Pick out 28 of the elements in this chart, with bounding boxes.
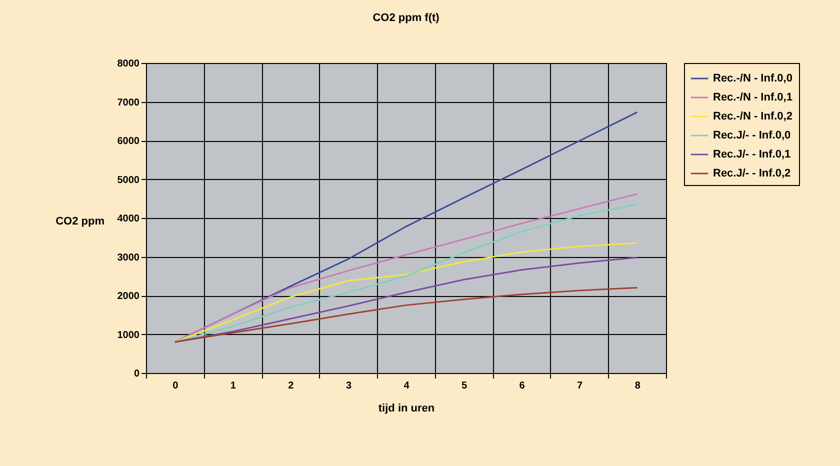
y-tick-label: 4000 [117, 214, 140, 224]
y-tick-label: 5000 [117, 174, 140, 186]
x-tick-label: 4 [404, 380, 410, 392]
y-tick-label: 6000 [117, 136, 140, 147]
x-tick-label: 2 [288, 380, 294, 392]
y-tick-label: 0 [134, 368, 140, 380]
x-tick-label: 1 [230, 380, 236, 392]
x-tick-label: 8 [634, 380, 641, 392]
legend-label: Rec.-/N - Inf.0,0 [713, 72, 792, 84]
legend-label: Rec.-/N - Inf.0,2 [713, 110, 792, 122]
line-series [174, 287, 638, 343]
x-tick-label: 7 [577, 380, 584, 392]
y-tick-label: 2000 [117, 291, 140, 302]
x-tick-label: 3 [346, 380, 352, 392]
chart-title: CO2 ppm f(t) [372, 12, 440, 24]
x-tick-label: 0 [172, 380, 179, 392]
x-axis-title: tijd in uren [378, 402, 435, 414]
y-axis-title: CO2 ppm [56, 216, 105, 228]
legend-label: Rec.J/- - Inf.0,1 [713, 148, 791, 160]
y-tick-label: 8000 [117, 58, 140, 70]
x-tick-label: 5 [461, 380, 468, 392]
y-tick-label: 1000 [117, 330, 140, 341]
legend-label: Rec.J/- - Inf.0,0 [713, 130, 791, 142]
y-tick-label: 3000 [117, 252, 140, 264]
legend-label: Rec.J/- - Inf.0,2 [713, 168, 791, 180]
legend-label: Rec.-/N - Inf.0,1 [713, 92, 792, 104]
y-tick-label: 7000 [117, 97, 140, 108]
x-tick-label: 6 [519, 380, 526, 392]
